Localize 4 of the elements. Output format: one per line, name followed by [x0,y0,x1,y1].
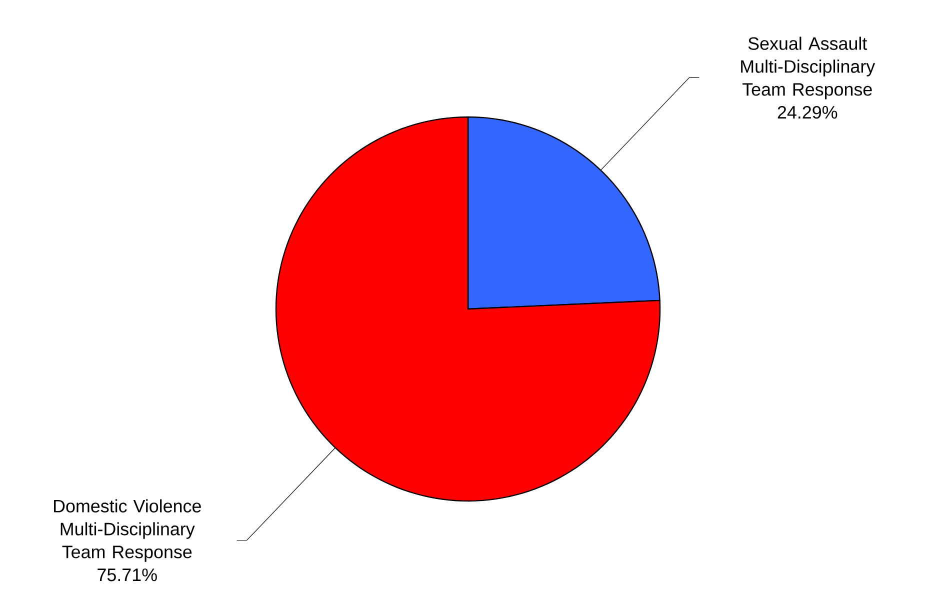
slice-label: Domestic Violence Multi-Disciplinary Team Response [54,499,201,562]
slice-label: Sexual Assault Multi-Disciplinary Team Response [741,36,876,100]
data-label: 75.71% [98,568,157,582]
data-label: 24.29% [778,106,838,119]
